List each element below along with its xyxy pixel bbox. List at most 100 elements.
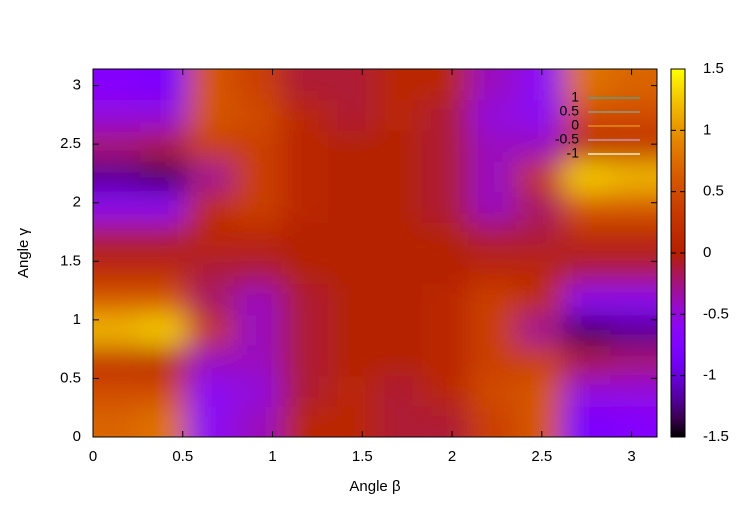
heat-cell	[93, 99, 141, 131]
heat-cell	[610, 130, 657, 162]
colorbar-tick-label: 0.5	[703, 183, 724, 200]
heat-cell	[233, 99, 282, 131]
heat-cell	[563, 314, 611, 346]
heat-cell	[375, 406, 423, 437]
heat-cell	[93, 191, 141, 223]
heat-cell	[515, 161, 564, 193]
heat-cell	[563, 283, 611, 315]
legend-label: -0.5	[555, 131, 579, 147]
heat-cell	[468, 191, 517, 223]
heat-cell	[421, 314, 470, 346]
heat-cell	[375, 99, 423, 131]
heat-cell	[328, 130, 376, 162]
colorbar-tick-label: 1.5	[703, 60, 724, 77]
heat-cell	[468, 222, 517, 254]
heat-cell	[93, 283, 141, 315]
heat-cell	[233, 345, 282, 377]
heat-cell	[140, 130, 188, 162]
y-tick-label: 1	[73, 311, 81, 328]
heat-cell	[140, 406, 188, 437]
y-tick-label: 0	[73, 428, 81, 445]
heat-cell	[563, 252, 611, 285]
heat-cell	[468, 130, 517, 162]
heat-cell	[186, 130, 235, 162]
heat-cell	[93, 130, 141, 162]
heat-cell	[515, 69, 564, 101]
heat-cell	[328, 345, 376, 377]
y-tick-label: 1.5	[60, 252, 81, 269]
heat-cell	[468, 161, 517, 193]
heat-cell	[515, 345, 564, 377]
heat-cell	[233, 69, 282, 101]
heat-cell	[233, 314, 282, 346]
heat-cell	[93, 345, 141, 377]
heat-cell	[328, 191, 376, 223]
heat-cell	[233, 222, 282, 254]
heat-cell	[186, 375, 235, 407]
heat-cell	[515, 191, 564, 223]
heat-cell	[280, 406, 329, 437]
heat-cell	[140, 99, 188, 131]
heat-cell	[280, 375, 329, 407]
plot-frame	[92, 68, 658, 438]
heat-cell	[515, 283, 564, 315]
heat-cell	[233, 130, 282, 162]
heat-cell	[140, 161, 188, 193]
colorbar-tick-label: -0.5	[703, 305, 729, 322]
heat-cell	[140, 222, 188, 254]
x-tick-label: 1.5	[352, 448, 373, 465]
heat-cell	[375, 130, 423, 162]
heat-cell	[421, 161, 470, 193]
heat-cell	[515, 222, 564, 254]
heat-cell	[421, 191, 470, 223]
heat-cell	[328, 375, 376, 407]
heat-cell	[421, 130, 470, 162]
heat-cell	[280, 252, 329, 285]
heat-cell	[563, 222, 611, 254]
heat-cell	[468, 406, 517, 437]
heat-cell	[375, 69, 423, 101]
y-tick-label: 2.5	[60, 135, 81, 152]
heat-cell	[375, 345, 423, 377]
heat-cell	[140, 314, 188, 346]
heat-cell	[375, 161, 423, 193]
heat-cell	[421, 99, 470, 131]
heat-cell	[233, 283, 282, 315]
heat-cell	[468, 314, 517, 346]
heat-cell	[93, 314, 141, 346]
heat-cell	[515, 99, 564, 131]
heat-cell	[233, 375, 282, 407]
heat-cell	[328, 222, 376, 254]
heat-cell	[280, 222, 329, 254]
heat-cell	[421, 252, 470, 285]
heat-cell	[610, 375, 657, 407]
heat-cell	[375, 252, 423, 285]
heat-cell	[610, 161, 657, 193]
heat-cell	[186, 252, 235, 285]
heat-cell	[280, 69, 329, 101]
x-tick-label: 3	[627, 448, 635, 465]
heat-cell	[375, 375, 423, 407]
heat-cell	[328, 406, 376, 437]
heat-cell	[93, 161, 141, 193]
heat-cell	[515, 406, 564, 437]
heat-cell	[233, 406, 282, 437]
heat-cell	[280, 314, 329, 346]
legend-label: 0	[571, 117, 579, 133]
heat-cell	[515, 375, 564, 407]
heat-cell	[563, 406, 611, 437]
heat-cell	[375, 314, 423, 346]
heat-cell	[375, 191, 423, 223]
heat-cell	[375, 222, 423, 254]
heat-cell	[328, 99, 376, 131]
heat-cell	[468, 283, 517, 315]
heat-cell	[186, 283, 235, 315]
heat-cell	[375, 283, 423, 315]
y-tick-label: 0.5	[60, 369, 81, 386]
heat-cell	[280, 191, 329, 223]
heat-cell	[610, 69, 657, 101]
colorbar-tick-label: -1	[703, 367, 716, 384]
heat-cell	[328, 161, 376, 193]
heat-cell	[186, 191, 235, 223]
